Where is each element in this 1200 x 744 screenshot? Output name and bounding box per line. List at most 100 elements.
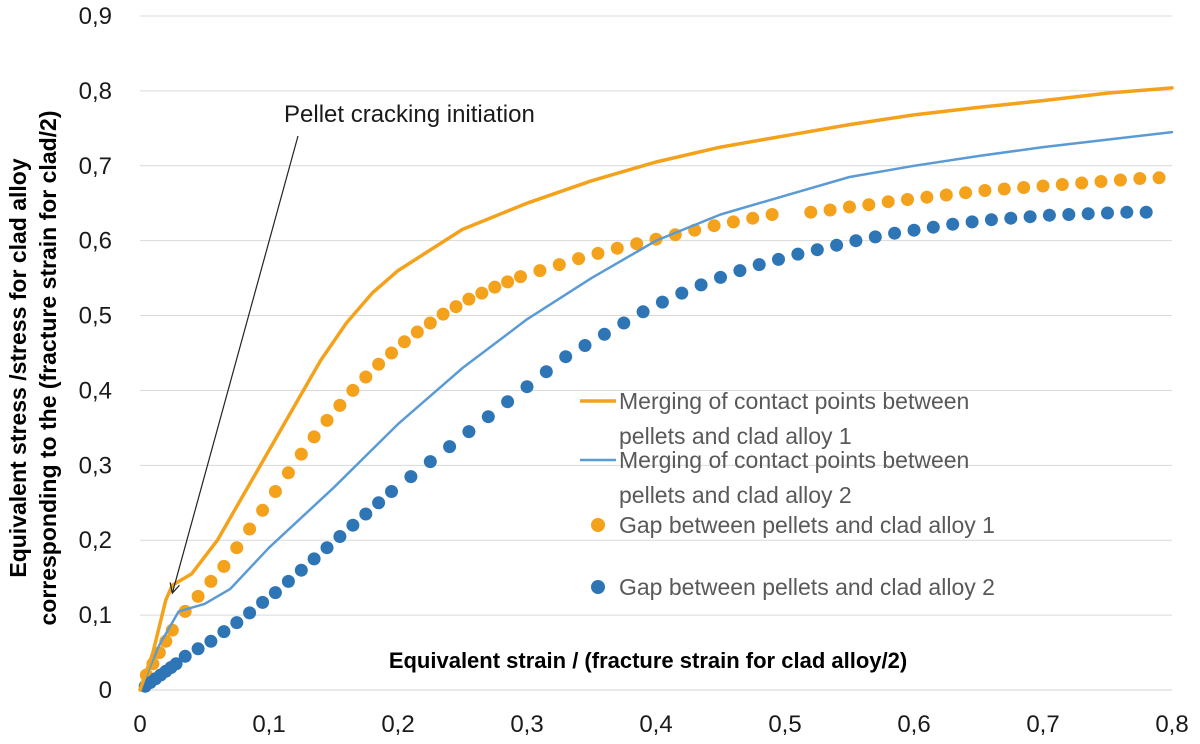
- series-3-point: [804, 205, 818, 219]
- series-3-point: [204, 574, 218, 588]
- series-3-point: [920, 190, 934, 204]
- series-4-point: [359, 507, 373, 521]
- x-tick-label: 0,7: [1026, 711, 1059, 738]
- legend-label-3: Gap between pellets and clad alloy 1: [619, 512, 995, 538]
- series-4-point: [907, 223, 921, 237]
- series-3-point: [372, 357, 386, 371]
- legend-item-3: Gap between pellets and clad alloy 1: [591, 512, 995, 538]
- series-3-point: [610, 241, 624, 255]
- legend-label-2b: pellets and clad alloy 2: [619, 482, 852, 508]
- series-3-point: [630, 237, 644, 251]
- legend-label-4: Gap between pellets and clad alloy 2: [619, 574, 995, 600]
- series-4-point: [714, 270, 727, 284]
- series-3-point: [1152, 171, 1166, 185]
- series-3-point: [1094, 175, 1108, 188]
- series-3-point: [707, 219, 721, 233]
- series-1-line: [138, 86, 1174, 692]
- legend-swatch-3: [591, 518, 605, 532]
- legend-label-1a: Merging of contact points between: [619, 388, 969, 414]
- series-4-point: [307, 552, 321, 566]
- series-3-point: [1055, 178, 1069, 191]
- series-4-point: [888, 226, 902, 240]
- legend: Merging of contact points between pellet…: [580, 388, 995, 600]
- series-4-point: [1042, 208, 1056, 222]
- series-4-point: [1120, 205, 1134, 219]
- x-tick-label: 0,2: [381, 711, 414, 738]
- series-4-point: [946, 217, 960, 231]
- series-4-point: [1004, 211, 1018, 225]
- series-4-point: [926, 220, 940, 234]
- series-4-point: [539, 365, 553, 379]
- series-4-point: [1023, 210, 1037, 224]
- series-3-point: [423, 316, 437, 330]
- x-tick-label: 0,8: [1155, 711, 1188, 738]
- series-3-point: [1075, 176, 1089, 190]
- series-4-point: [1081, 207, 1095, 221]
- legend-label-1b: pellets and clad alloy 1: [619, 423, 852, 449]
- series-3-point: [572, 252, 586, 266]
- series-4-point: [733, 264, 747, 278]
- y-tick-label: 0,6: [79, 228, 112, 255]
- series-3-point: [726, 215, 740, 229]
- series-4-point: [217, 625, 231, 639]
- x-axis-ticks: 0 0,1 0,2 0,3 0,4 0,5 0,6 0,7 0,8: [133, 711, 1188, 738]
- series-4-point: [281, 574, 295, 588]
- series-3-point: [462, 292, 476, 306]
- series-3-point: [746, 211, 760, 225]
- x-axis-title: Equivalent strain / (fracture strain for…: [389, 648, 907, 673]
- series-3-point: [307, 430, 321, 444]
- series-3-point: [359, 370, 373, 384]
- series-3-point: [152, 646, 166, 660]
- annotation: Pellet cracking initiation: [172, 101, 535, 593]
- annotation-text: Pellet cracking initiation: [284, 101, 535, 128]
- series-3-point: [475, 286, 489, 300]
- series-3-point: [997, 182, 1011, 196]
- series-3-point: [1133, 172, 1147, 185]
- series-4-point: [423, 455, 437, 469]
- x-tick-label: 0,1: [252, 711, 285, 738]
- series-4-point: [849, 234, 863, 248]
- series-3-point: [410, 325, 424, 339]
- series-4-point: [443, 440, 457, 454]
- series-4-point: [791, 247, 805, 261]
- y-tick-label: 0,1: [79, 602, 112, 629]
- series-3-point: [320, 413, 334, 427]
- series-4-point: [830, 238, 844, 252]
- legend-item-1: Merging of contact points between pellet…: [580, 388, 969, 449]
- series-3-point: [268, 485, 282, 498]
- series-3-point: [385, 346, 398, 360]
- series-3-point: [823, 203, 837, 217]
- series-4-point: [655, 295, 669, 309]
- series-4-point: [333, 530, 347, 543]
- y-tick-label: 0: [99, 677, 112, 704]
- series-4-point: [984, 213, 998, 227]
- series-3-point: [256, 503, 270, 517]
- legend-item-4: Gap between pellets and clad alloy 2: [591, 574, 995, 600]
- series-3-point: [346, 383, 360, 397]
- series-3-point: [449, 300, 463, 314]
- x-tick-label: 0: [133, 711, 146, 738]
- series-4-point: [597, 327, 611, 341]
- legend-label-2a: Merging of contact points between: [619, 447, 969, 473]
- y-axis-title: Equivalent stress /stress for clad alloy…: [5, 110, 61, 625]
- series-3-point: [978, 184, 992, 197]
- series-4-point: [965, 215, 979, 229]
- series-3-point: [488, 280, 502, 294]
- x-tick-label: 0,4: [639, 711, 672, 738]
- series-3-point: [939, 188, 953, 202]
- series-4-point: [868, 230, 882, 244]
- series-3-point: [1017, 181, 1031, 194]
- y-axis-ticks: 0 0,1 0,2 0,3 0,4 0,5 0,6 0,7 0,8 0,9: [79, 3, 112, 704]
- series-3-point: [230, 541, 244, 555]
- x-tick-label: 0,6: [897, 711, 930, 738]
- series-3-point: [514, 270, 527, 284]
- series-4-point: [256, 595, 270, 609]
- y-tick-label: 0,7: [79, 153, 112, 180]
- series-3-point: [281, 466, 295, 480]
- series-4-point: [268, 586, 282, 600]
- series-3-point: [191, 589, 205, 603]
- y-tick-label: 0,2: [79, 527, 112, 554]
- series-4-point: [191, 642, 205, 656]
- series-3-point: [397, 335, 411, 349]
- series-2-line: [138, 130, 1174, 692]
